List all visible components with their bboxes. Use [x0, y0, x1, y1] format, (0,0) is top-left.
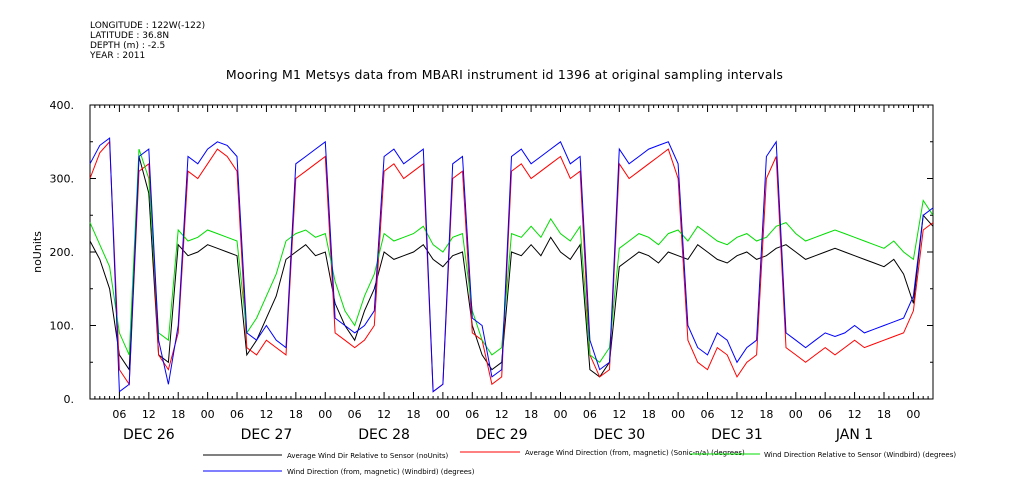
y-tick-label: 0.	[64, 393, 75, 406]
y-tick-label: 200.	[50, 246, 75, 259]
legend-label-3: Wind Direction Relative to Sensor (Windb…	[764, 451, 956, 459]
x-day-label: DEC 30	[593, 427, 645, 443]
series-line-2	[89, 140, 934, 393]
legend-label-1: Average Wind Dir Relative to Sensor (noU…	[287, 452, 448, 460]
metadata-block: LONGITUDE : 122W(-122) LATITUDE : 36.8N …	[90, 21, 205, 61]
x-hour-label: 06	[112, 408, 126, 421]
x-hour-label: 00	[671, 408, 685, 421]
x-hour-label: 00	[318, 408, 332, 421]
x-hour-label: 18	[642, 408, 656, 421]
series-line-4	[89, 137, 934, 393]
x-hour-label: 06	[583, 408, 597, 421]
x-hour-label: 06	[818, 408, 832, 421]
y-tick-label: 300.	[50, 173, 75, 186]
legend: Average Wind Dir Relative to Sensor (noU…	[203, 449, 956, 476]
x-day-label: DEC 31	[711, 427, 763, 443]
x-hour-label: 18	[524, 408, 538, 421]
x-day-label: DEC 26	[123, 427, 175, 443]
x-hour-label: 18	[406, 408, 420, 421]
x-hour-label: 00	[436, 408, 450, 421]
x-day-label: DEC 28	[358, 427, 410, 443]
x-hour-label: 12	[495, 408, 509, 421]
x-hour-label: 18	[877, 408, 891, 421]
year-label: YEAR : 2011	[90, 51, 146, 61]
series-layer	[89, 137, 934, 393]
x-hour-label: 00	[201, 408, 215, 421]
chart-title: Mooring M1 Metsys data from MBARI instru…	[225, 67, 784, 82]
legend-label-2: Average Wind Direction (from, magnetic) …	[525, 449, 745, 457]
x-hour-label: 00	[789, 408, 803, 421]
series-line-3	[89, 148, 934, 364]
y-tick-label: 100.	[50, 320, 75, 333]
x-hour-label: 18	[171, 408, 185, 421]
x-hour-label: 12	[730, 408, 744, 421]
x-hour-label: 06	[465, 408, 479, 421]
x-hour-label: 06	[348, 408, 362, 421]
x-day-label: JAN 1	[835, 427, 873, 443]
latitude-label: LATITUDE : 36.8N	[90, 31, 170, 41]
x-hour-label: 00	[906, 408, 920, 421]
x-day-label: DEC 27	[241, 427, 293, 443]
x-hour-label: 12	[377, 408, 391, 421]
x-hour-label: 12	[259, 408, 273, 421]
y-tick-label: 400.	[50, 99, 75, 112]
depth-label: DEPTH (m) : -2.5	[90, 41, 166, 51]
x-hour-label: 00	[554, 408, 568, 421]
x-hour-label: 06	[701, 408, 715, 421]
x-day-label: DEC 29	[476, 427, 528, 443]
longitude-label: LONGITUDE : 122W(-122)	[90, 21, 206, 31]
y-axis-label: noUnits	[31, 231, 44, 273]
axis-layer: 0. 100. 200. 300. 400. 06 12 18 00 06 12 18 00 06 12 18…	[50, 99, 934, 443]
legend-label-4: Wind Direction (from, magnetic) (Windbir…	[287, 468, 475, 476]
x-hour-label: 12	[612, 408, 626, 421]
x-hour-label: 18	[759, 408, 773, 421]
x-hour-label: 18	[289, 408, 303, 421]
series-line-1	[89, 156, 934, 378]
x-hour-label: 12	[848, 408, 862, 421]
x-hour-label: 12	[142, 408, 156, 421]
x-hour-label: 06	[230, 408, 244, 421]
